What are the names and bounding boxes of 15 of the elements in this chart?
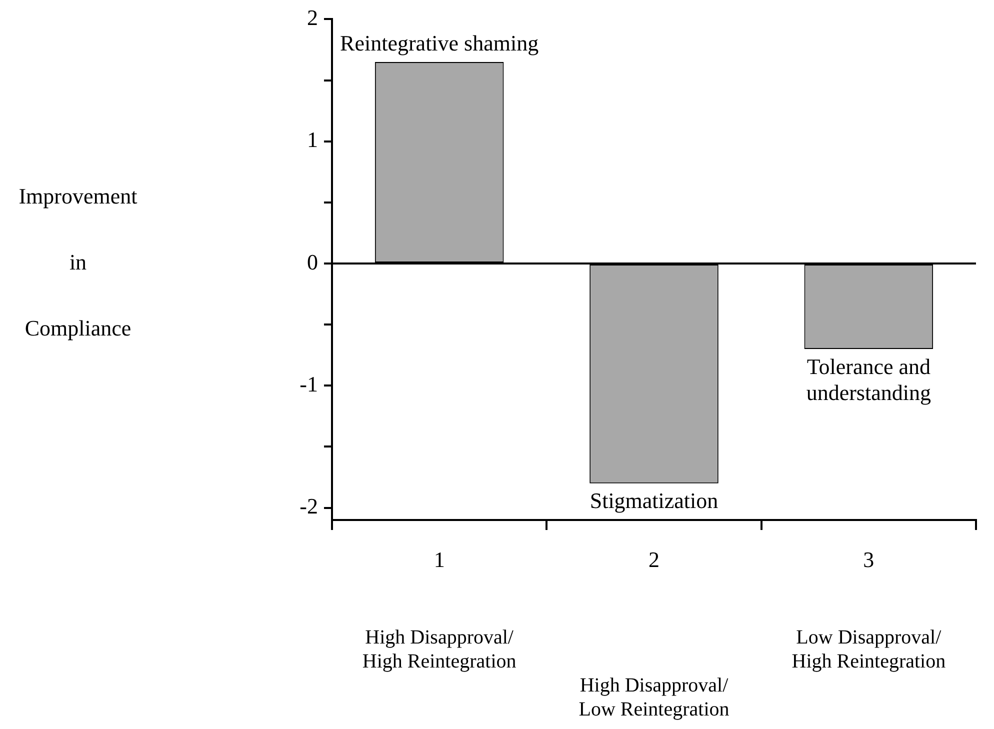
x-tick-label: 2 (648, 546, 660, 572)
y-tick-label: -1 (300, 371, 318, 396)
text: Low Disapproval/ High Reintegration (792, 626, 946, 672)
annotation: Tolerance and understanding (806, 354, 931, 405)
x-tick-label: 1 (434, 546, 445, 572)
x-tick-label: 3 (863, 546, 874, 572)
text: Improvement in Compliance (18, 183, 138, 340)
annotation: Reintegrative shaming (340, 30, 539, 56)
text: High Disapproval/ Low Reintegration (578, 674, 730, 720)
y-tick-label: 2 (307, 4, 318, 30)
y-tick-label: 0 (307, 249, 318, 274)
y-tick-label: -2 (300, 494, 318, 519)
y-tick-label: 1 (307, 127, 318, 152)
annotation: Stigmatization (590, 488, 718, 514)
text: High Disapproval/ High Reintegration (362, 626, 516, 672)
